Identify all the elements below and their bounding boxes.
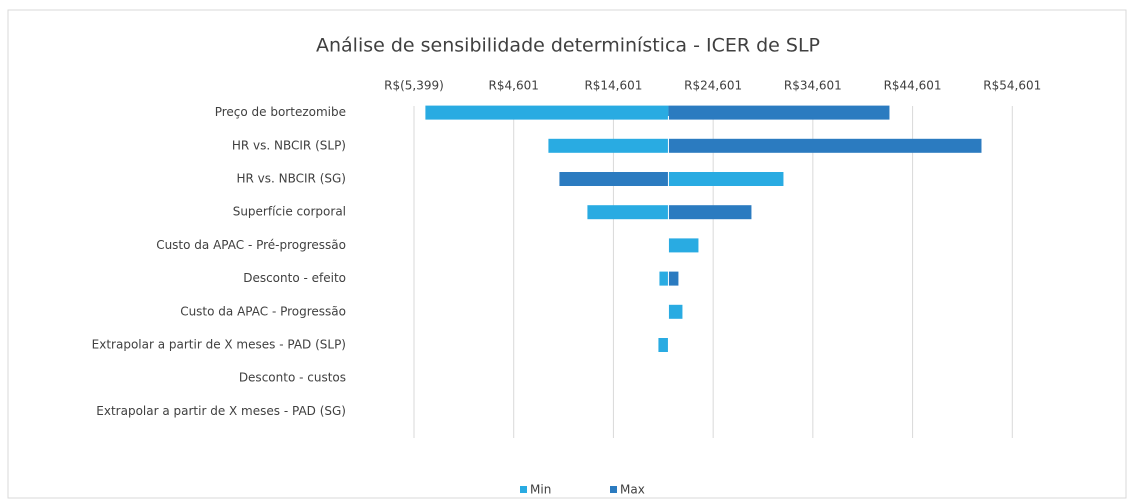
- chart-frame: [7, 9, 1127, 499]
- category-label: Custo da APAC - Progressão: [180, 304, 346, 318]
- bar: [668, 105, 890, 120]
- bar: [548, 138, 669, 153]
- category-label: Desconto - efeito: [243, 271, 346, 285]
- bar: [658, 338, 669, 352]
- category-label: Extrapolar a partir de X meses - PAD (SL…: [92, 338, 346, 352]
- legend-swatch: [610, 486, 617, 493]
- x-tick-label: R$44,601: [884, 79, 942, 93]
- bar: [668, 172, 784, 186]
- bar: [425, 105, 669, 120]
- category-label: Desconto - custos: [239, 371, 346, 385]
- bar: [668, 271, 679, 286]
- category-label: Extrapolar a partir de X meses - PAD (SG…: [96, 404, 346, 418]
- x-tick-label: R$4,601: [489, 79, 539, 93]
- chart-title: Análise de sensibilidade determinística …: [316, 35, 820, 57]
- legend-swatch: [520, 486, 527, 493]
- x-tick-label: R$54,601: [983, 79, 1041, 93]
- category-label: Preço de bortezomibe: [215, 105, 346, 119]
- bar: [587, 205, 669, 220]
- legend-label: Max: [620, 483, 645, 497]
- x-tick-label: R$(5,399): [384, 79, 444, 93]
- bar: [668, 238, 699, 253]
- category-label: HR vs. NBCIR (SLP): [232, 138, 346, 152]
- category-label: HR vs. NBCIR (SG): [236, 172, 346, 186]
- bar: [559, 172, 669, 186]
- x-tick-label: R$14,601: [584, 79, 642, 93]
- category-label: Superfície corporal: [233, 205, 346, 219]
- bar: [659, 271, 669, 286]
- legend-label: Min: [530, 483, 551, 497]
- x-tick-label: R$24,601: [684, 79, 742, 93]
- x-tick-label: R$34,601: [784, 79, 842, 93]
- bar: [668, 205, 752, 220]
- category-label: Custo da APAC - Pré-progressão: [156, 238, 346, 252]
- bar: [668, 138, 982, 153]
- bar: [668, 304, 683, 319]
